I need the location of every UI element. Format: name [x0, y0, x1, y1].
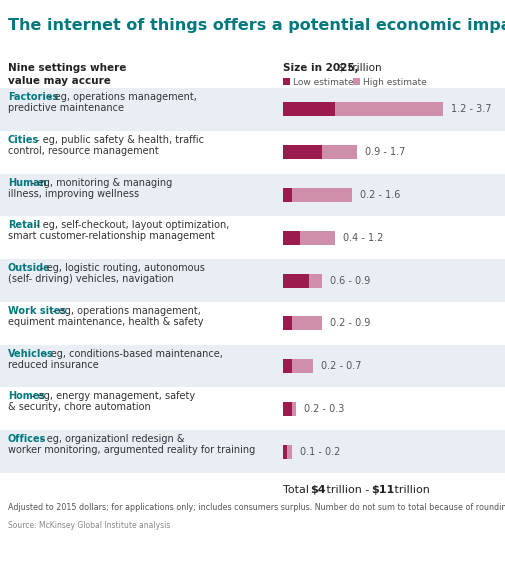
Bar: [282, 188, 291, 202]
Bar: [352, 78, 359, 85]
Bar: [282, 230, 334, 245]
Text: equiment maintenance, health & safety: equiment maintenance, health & safety: [8, 317, 203, 327]
Text: 0.2 - 1.6: 0.2 - 1.6: [360, 190, 400, 200]
Text: trillion: trillion: [390, 485, 429, 495]
Text: (self- driving) vehicles, navigation: (self- driving) vehicles, navigation: [8, 274, 173, 284]
Text: Nine settings where
value may accure: Nine settings where value may accure: [8, 63, 126, 86]
Text: 1.2 - 3.7: 1.2 - 3.7: [450, 105, 490, 115]
Text: $4: $4: [310, 485, 325, 495]
Text: Retail: Retail: [8, 220, 40, 230]
Text: worker monitoring, argumented reality for training: worker monitoring, argumented reality fo…: [8, 445, 255, 455]
Text: - eg, self-checkout, layout optimization,: - eg, self-checkout, layout optimization…: [32, 220, 229, 230]
Text: $11: $11: [370, 485, 393, 495]
Text: - eg, operations management,: - eg, operations management,: [45, 92, 196, 102]
Text: Adjusted to 2015 dollars; for applications only; includes consumers surplus. Num: Adjusted to 2015 dollars; for applicatio…: [8, 503, 505, 512]
Text: Size in 2025,: Size in 2025,: [282, 63, 358, 73]
Text: The internet of things offers a potential economic impact: The internet of things offers a potentia…: [8, 18, 505, 33]
Text: High estimate: High estimate: [362, 78, 426, 87]
Text: 0.2 - 0.7: 0.2 - 0.7: [321, 361, 361, 371]
Text: & security, chore automation: & security, chore automation: [8, 402, 150, 412]
Text: illness, improving wellness: illness, improving wellness: [8, 189, 139, 199]
Bar: [0, 173, 505, 216]
Bar: [282, 102, 334, 116]
Text: - eg, public safety & health, traffic: - eg, public safety & health, traffic: [32, 135, 203, 145]
Bar: [282, 273, 321, 288]
Bar: [282, 316, 291, 330]
Bar: [0, 387, 505, 430]
Bar: [0, 302, 505, 345]
Bar: [0, 131, 505, 173]
Text: Cities: Cities: [8, 135, 39, 145]
Bar: [282, 445, 291, 459]
Text: reduced insurance: reduced insurance: [8, 360, 98, 370]
Text: control, resource management: control, resource management: [8, 146, 159, 156]
Bar: [282, 78, 289, 85]
Text: 0.4 - 1.2: 0.4 - 1.2: [342, 233, 382, 243]
Text: Work sites: Work sites: [8, 306, 66, 316]
Text: 0.2 - 0.3: 0.2 - 0.3: [304, 404, 344, 414]
Text: 0.1 - 0.2: 0.1 - 0.2: [299, 447, 339, 457]
Text: - eg, logistic routing, autonomous: - eg, logistic routing, autonomous: [37, 263, 204, 273]
Bar: [0, 216, 505, 259]
Text: Homes: Homes: [8, 392, 45, 402]
Bar: [282, 145, 356, 159]
Text: Low estimate: Low estimate: [292, 78, 353, 87]
Text: Vehicles: Vehicles: [8, 349, 54, 359]
Text: smart customer-relationship management: smart customer-relationship management: [8, 231, 214, 241]
Text: - eg, monitoring & managing: - eg, monitoring & managing: [28, 178, 172, 188]
Text: Source: McKinsey Global Institute analysis: Source: McKinsey Global Institute analys…: [8, 521, 170, 530]
Bar: [0, 345, 505, 387]
Text: 0.2 - 0.9: 0.2 - 0.9: [329, 318, 370, 328]
Text: 0.6 - 0.9: 0.6 - 0.9: [329, 276, 370, 286]
Bar: [282, 230, 299, 245]
Text: - eg, organizationl redesign &: - eg, organizationl redesign &: [37, 434, 184, 444]
Bar: [282, 359, 313, 373]
Bar: [282, 102, 442, 116]
Bar: [282, 145, 321, 159]
Text: Outside: Outside: [8, 263, 50, 273]
Text: predictive maintenance: predictive maintenance: [8, 103, 124, 113]
Text: - eg, conditions-based maintenance,: - eg, conditions-based maintenance,: [41, 349, 222, 359]
Bar: [282, 402, 295, 416]
Text: Total: Total: [282, 485, 312, 495]
Text: 0.9 - 1.7: 0.9 - 1.7: [364, 147, 404, 157]
Bar: [0, 88, 505, 131]
Text: Offices: Offices: [8, 434, 46, 444]
Bar: [282, 273, 309, 288]
Text: - eg, operations management,: - eg, operations management,: [49, 306, 200, 316]
Bar: [282, 402, 291, 416]
Bar: [282, 316, 321, 330]
Text: trillion -: trillion -: [322, 485, 372, 495]
Bar: [282, 445, 287, 459]
Bar: [0, 259, 505, 302]
Text: Factories: Factories: [8, 92, 58, 102]
Bar: [282, 188, 351, 202]
Bar: [0, 430, 505, 473]
Bar: [282, 359, 291, 373]
Text: $ trillion: $ trillion: [334, 63, 381, 73]
Text: - eg, energy management, safety: - eg, energy management, safety: [28, 392, 195, 402]
Text: Human: Human: [8, 178, 46, 188]
